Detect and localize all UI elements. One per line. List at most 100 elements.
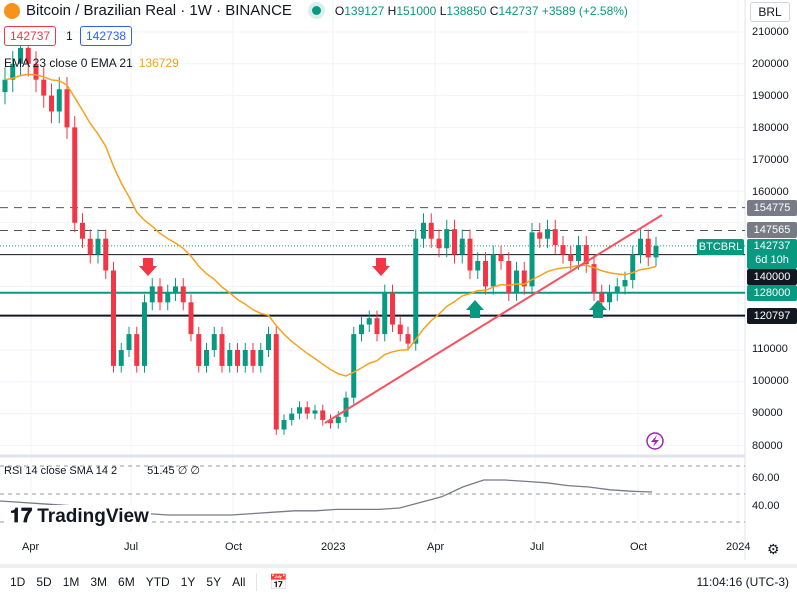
candle-body (227, 350, 233, 366)
settings-gear-icon[interactable]: ⚙ (767, 541, 780, 557)
candle-body (289, 413, 295, 420)
rsi-legend[interactable]: RSI 14 close SMA 14 2 51.45 ∅ ∅ (4, 465, 200, 477)
tradingview-icon: 𝟏𝟕 (10, 505, 33, 527)
bar-countdown: 6d 10h (755, 254, 789, 266)
range-all[interactable]: All (232, 575, 246, 589)
candle-body (428, 222, 434, 239)
spread-value: 1 (66, 29, 73, 43)
candle-body (103, 238, 109, 271)
candle-body (490, 254, 496, 287)
candle-body (118, 350, 124, 366)
candle-body (18, 47, 23, 64)
arrow-up-icon (589, 300, 607, 318)
bitcoin-icon (4, 2, 20, 19)
candle-body (436, 238, 442, 249)
candle-body (180, 286, 186, 303)
candle-body (475, 260, 481, 271)
sell-button[interactable]: 142737 (4, 26, 57, 46)
candle-body (320, 410, 326, 420)
candle-body (599, 292, 605, 303)
candle-body (312, 410, 318, 414)
candle-body (281, 419, 287, 430)
candle-body (537, 232, 543, 239)
candle-body (64, 89, 70, 128)
range-1d[interactable]: 1D (10, 575, 26, 589)
x-tick: 2023 (321, 541, 346, 553)
candle-body (622, 280, 628, 287)
y-tick: 90000 (752, 407, 783, 419)
candle-body (506, 260, 512, 293)
candle-body (56, 89, 62, 112)
candle-body (10, 63, 16, 80)
candle-body (514, 270, 519, 293)
candle-body (41, 79, 47, 96)
candle-body (2, 79, 8, 93)
level-label-120797[interactable]: 120797 (747, 308, 797, 324)
buy-button[interactable]: 142738 (80, 26, 133, 46)
current-price-label: 142737 6d 10h (747, 239, 797, 269)
range-6m[interactable]: 6M (118, 575, 135, 589)
tradingview-logo[interactable]: 𝟏𝟕 TradingView (8, 505, 151, 528)
bottom-toolbar: 1D 5D 1M 3M 6M YTD 1Y 5Y All 📅 11:04:16 … (0, 564, 797, 596)
candle-body (211, 334, 217, 350)
candle-body (72, 127, 78, 223)
clock: 11:04:16 (UTC-3) (696, 575, 789, 589)
range-1y[interactable]: 1Y (180, 575, 196, 589)
candle-body (25, 47, 31, 64)
currency-button[interactable]: BRL (750, 2, 790, 22)
candle-body (382, 292, 388, 335)
level-label-154775[interactable]: 154775 (747, 200, 797, 216)
candle-body (560, 245, 566, 255)
candle-body (134, 334, 140, 366)
goto-date-calendar-icon[interactable]: 📅 (256, 573, 288, 591)
candle-body (374, 318, 380, 335)
arrow-up-icon (466, 300, 484, 318)
candle-body (444, 229, 450, 249)
range-3m[interactable]: 3M (90, 575, 108, 589)
range-1m[interactable]: 1M (62, 575, 80, 589)
candle-body (235, 350, 240, 366)
candle-body (157, 286, 163, 303)
candle-body (188, 302, 194, 335)
range-ytd[interactable]: YTD (145, 575, 170, 589)
candle-body (328, 419, 333, 424)
candle-body (273, 334, 279, 430)
rsi-tick: 60.00 (752, 472, 780, 484)
x-tick: Apr (427, 541, 445, 553)
candle-body (351, 334, 357, 398)
level-label-128000[interactable]: 128000 (747, 285, 797, 301)
candle-body (258, 350, 264, 366)
range-5y[interactable]: 5Y (206, 575, 222, 589)
candle-body (421, 222, 426, 239)
candle-body (196, 334, 202, 366)
market-status-icon (311, 6, 321, 15)
candle-body (366, 318, 372, 325)
candle-body (614, 286, 620, 293)
x-tick: Apr (22, 541, 40, 553)
candle-body (49, 95, 54, 112)
candle-body (591, 264, 597, 293)
candle-body (583, 245, 589, 265)
y-tick: 160000 (752, 186, 789, 198)
candle-body (126, 334, 132, 350)
level-label-147565[interactable]: 147565 (747, 222, 797, 238)
candle-body (95, 238, 101, 255)
range-5d[interactable]: 5D (36, 575, 52, 589)
candle-body (459, 238, 465, 255)
chart-title: Bitcoin / Brazilian Real · 1W · BINANCE … (4, 2, 628, 19)
candle-body (359, 324, 364, 335)
candle-body (638, 238, 643, 255)
arrow-down-icon (372, 258, 390, 276)
level-label-140000[interactable]: 140000 (747, 269, 797, 285)
candle-body (173, 286, 178, 293)
candle-body (576, 245, 581, 261)
rsi-tick: 40.00 (752, 500, 780, 512)
candle-body (483, 260, 488, 287)
candle-body (343, 397, 349, 417)
candle-body (397, 324, 403, 335)
ema-legend[interactable]: EMA 23 close 0 EMA 21 136729 (4, 56, 179, 70)
candle-body (568, 254, 574, 261)
symbol-title[interactable]: Bitcoin / Brazilian Real · 1W · BINANCE (26, 2, 292, 19)
candle-body (165, 292, 171, 303)
